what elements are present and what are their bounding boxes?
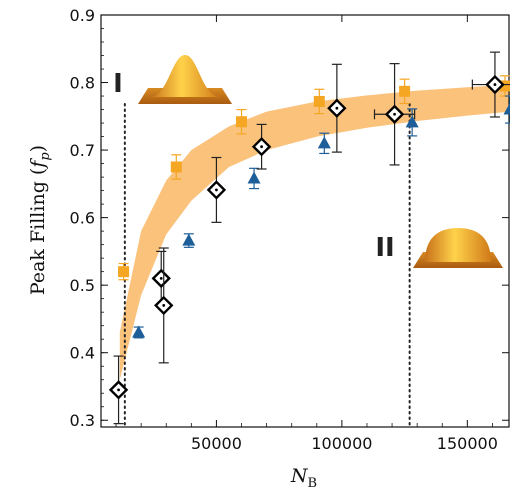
- data-point-diamond-dot: [260, 145, 263, 148]
- y-axis-title: Peak Filling (fp): [27, 145, 53, 295]
- data-point-diamond-dot: [162, 304, 165, 307]
- data-point-diamond-dot: [117, 388, 120, 391]
- y-title-text: Peak Filling (: [27, 168, 49, 295]
- x-title-subscript: B: [308, 476, 318, 487]
- y-tick-label: 0.5: [70, 276, 95, 295]
- data-point-triangle: [182, 234, 195, 246]
- y-tick-label: 0.9: [70, 6, 95, 25]
- region-II-label: II: [375, 233, 394, 263]
- x-tick-label: 150000: [437, 434, 498, 453]
- x-tick-label: 50000: [191, 434, 242, 453]
- data-point-triangle: [248, 171, 261, 183]
- region-I-label: I: [113, 69, 123, 99]
- data-point-diamond-dot: [494, 83, 497, 86]
- x-tick-label: 100000: [311, 434, 372, 453]
- y-tick-label: 0.3: [70, 411, 95, 430]
- data-point-triangle: [318, 136, 331, 148]
- flat-top-profile-inset: [413, 228, 503, 268]
- data-point-square: [399, 86, 410, 97]
- data-point-square: [236, 116, 247, 127]
- data-point-diamond-dot: [335, 107, 338, 110]
- y-tick-label: 0.8: [70, 74, 95, 93]
- data-point-diamond-dot: [393, 113, 396, 116]
- region-dividers: [125, 104, 410, 427]
- sharp-peak-profile-inset: [138, 55, 232, 104]
- axes: 0.3 0.4 0.5 0.6 0.7 0.8 0.9 50000 100000 150000: [70, 6, 509, 453]
- y-tick-label: 0.7: [70, 141, 95, 160]
- data-point-diamond-dot: [215, 189, 218, 192]
- y-tick-label: 0.4: [70, 344, 95, 363]
- data-point-square: [171, 161, 182, 172]
- data-point-diamond-dot: [160, 277, 163, 280]
- y-tick-label: 0.6: [70, 209, 95, 228]
- x-axis-title: NB: [290, 465, 317, 487]
- data-point-square: [314, 96, 325, 107]
- x-title-symbol: N: [290, 465, 309, 487]
- y-title-close: ): [27, 145, 49, 152]
- data-point-square: [118, 266, 129, 277]
